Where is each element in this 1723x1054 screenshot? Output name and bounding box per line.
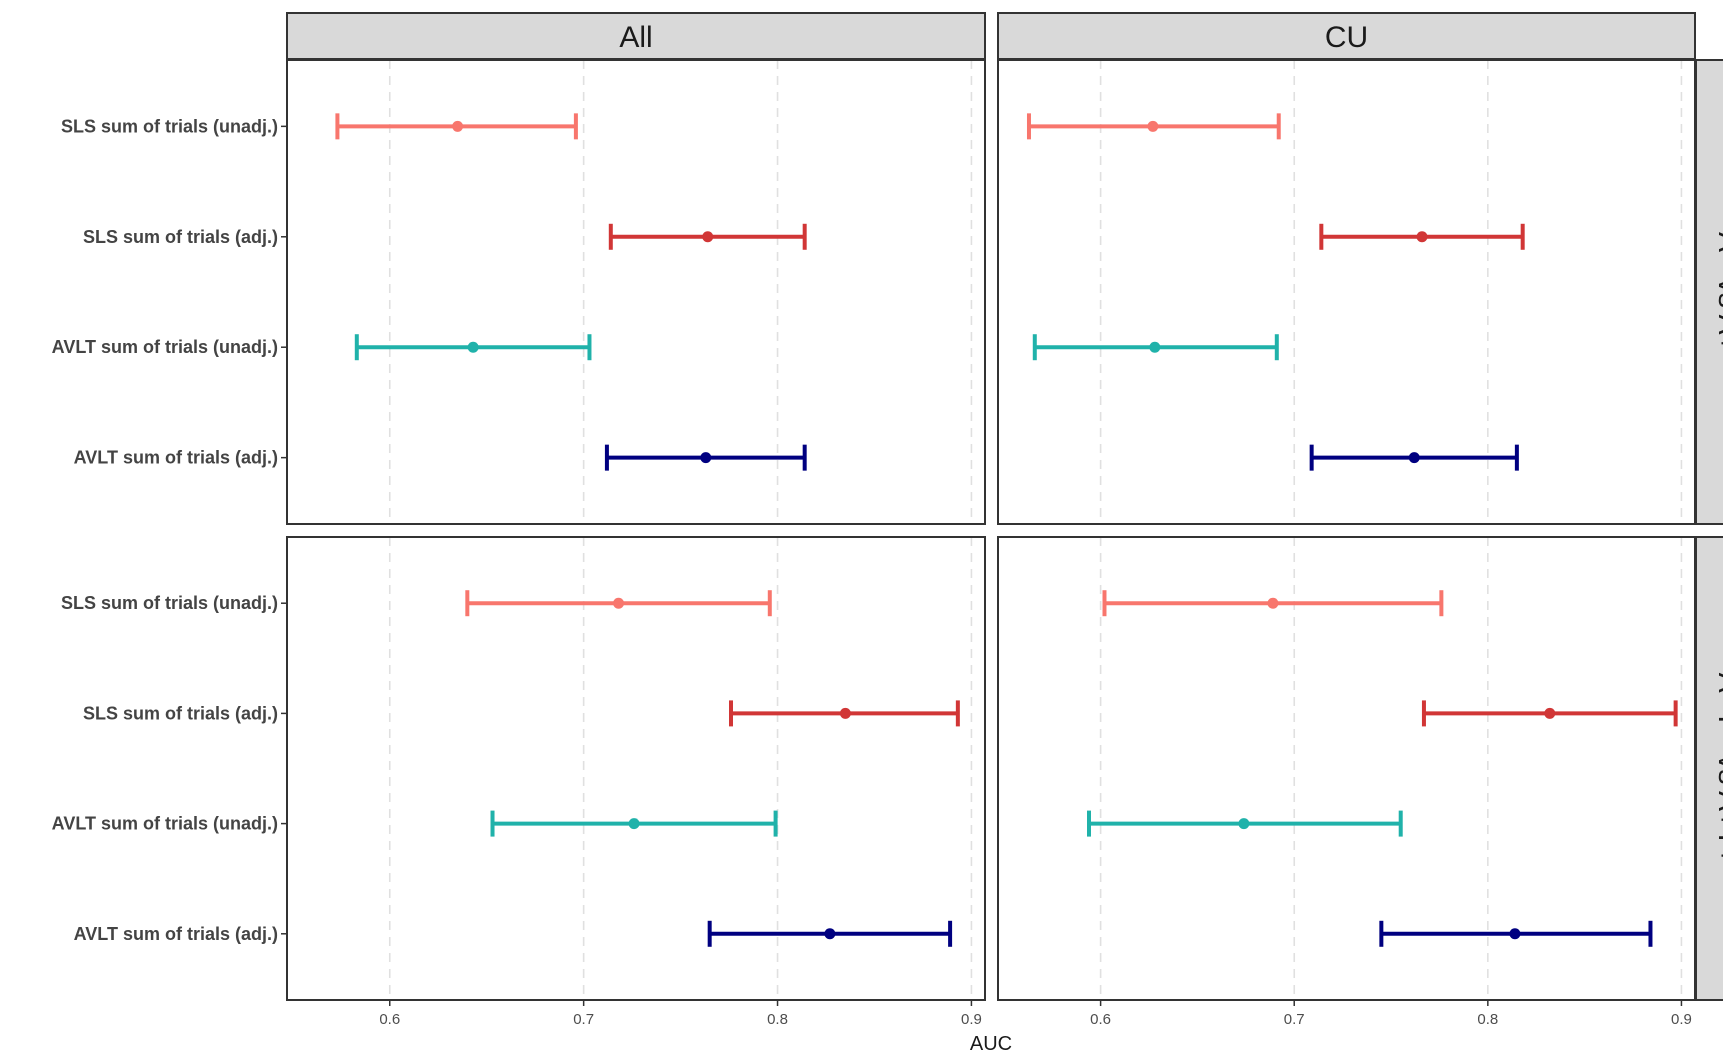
facet-strip-cu (997, 12, 1696, 60)
y-tick-label: AVLT sum of trials (adj.) (74, 448, 278, 468)
panel-background (287, 537, 985, 1000)
auc-point (1416, 231, 1428, 243)
auc-point (1509, 928, 1521, 940)
auc-point (1149, 341, 1161, 353)
auc-point (824, 928, 836, 940)
auc-point (839, 707, 851, 719)
y-tick-label: SLS sum of trials (unadj.) (61, 116, 278, 136)
auc-point (1238, 818, 1250, 830)
y-tick-label: SLS sum of trials (adj.) (83, 703, 278, 723)
x-axis-title: AUC (970, 1033, 1012, 1054)
panel-border (997, 536, 1696, 1001)
panel-background (287, 60, 985, 524)
auc-point (452, 120, 464, 132)
auc-point (702, 231, 714, 243)
x-tick-label: 0.8 (1477, 1011, 1498, 1028)
panel-border (286, 536, 986, 1001)
y-tick-label: AVLT sum of trials (unadj.) (52, 814, 278, 834)
panel-border (997, 59, 1696, 525)
panel-border (286, 59, 986, 525)
auc-point (1147, 120, 1159, 132)
auc-point (613, 597, 625, 609)
panel-background (998, 60, 1695, 524)
auc-point (467, 341, 479, 353)
auc-point (700, 452, 712, 464)
x-tick-label: 0.9 (961, 1011, 982, 1028)
y-tick-label: SLS sum of trials (unadj.) (61, 593, 278, 613)
x-tick-label: 0.6 (1090, 1011, 1111, 1028)
x-tick-label: 0.6 (379, 1011, 400, 1028)
panel-background (998, 537, 1695, 1000)
facet-strip-all (286, 12, 986, 60)
facet-strip-label: All (619, 21, 652, 54)
x-tick-label: 0.7 (1284, 1011, 1305, 1028)
facet-strip-label: CU (1325, 21, 1368, 54)
facet-row-strip-label: A− vs A+ (1712, 232, 1723, 352)
y-tick-label: AVLT sum of trials (unadj.) (52, 337, 278, 357)
facet-row-strip-label: A−T− vs A+T+ (1712, 673, 1723, 865)
auc-point (628, 818, 640, 830)
x-tick-label: 0.9 (1671, 1011, 1692, 1028)
x-tick-label: 0.7 (573, 1011, 594, 1028)
auc-point (1267, 597, 1279, 609)
facet-row-strip (1695, 536, 1723, 1001)
x-tick-label: 0.8 (767, 1011, 788, 1028)
y-tick-label: SLS sum of trials (adj.) (83, 227, 278, 247)
auc-point (1408, 452, 1420, 464)
auc-point (1544, 707, 1556, 719)
y-tick-label: AVLT sum of trials (adj.) (74, 924, 278, 944)
